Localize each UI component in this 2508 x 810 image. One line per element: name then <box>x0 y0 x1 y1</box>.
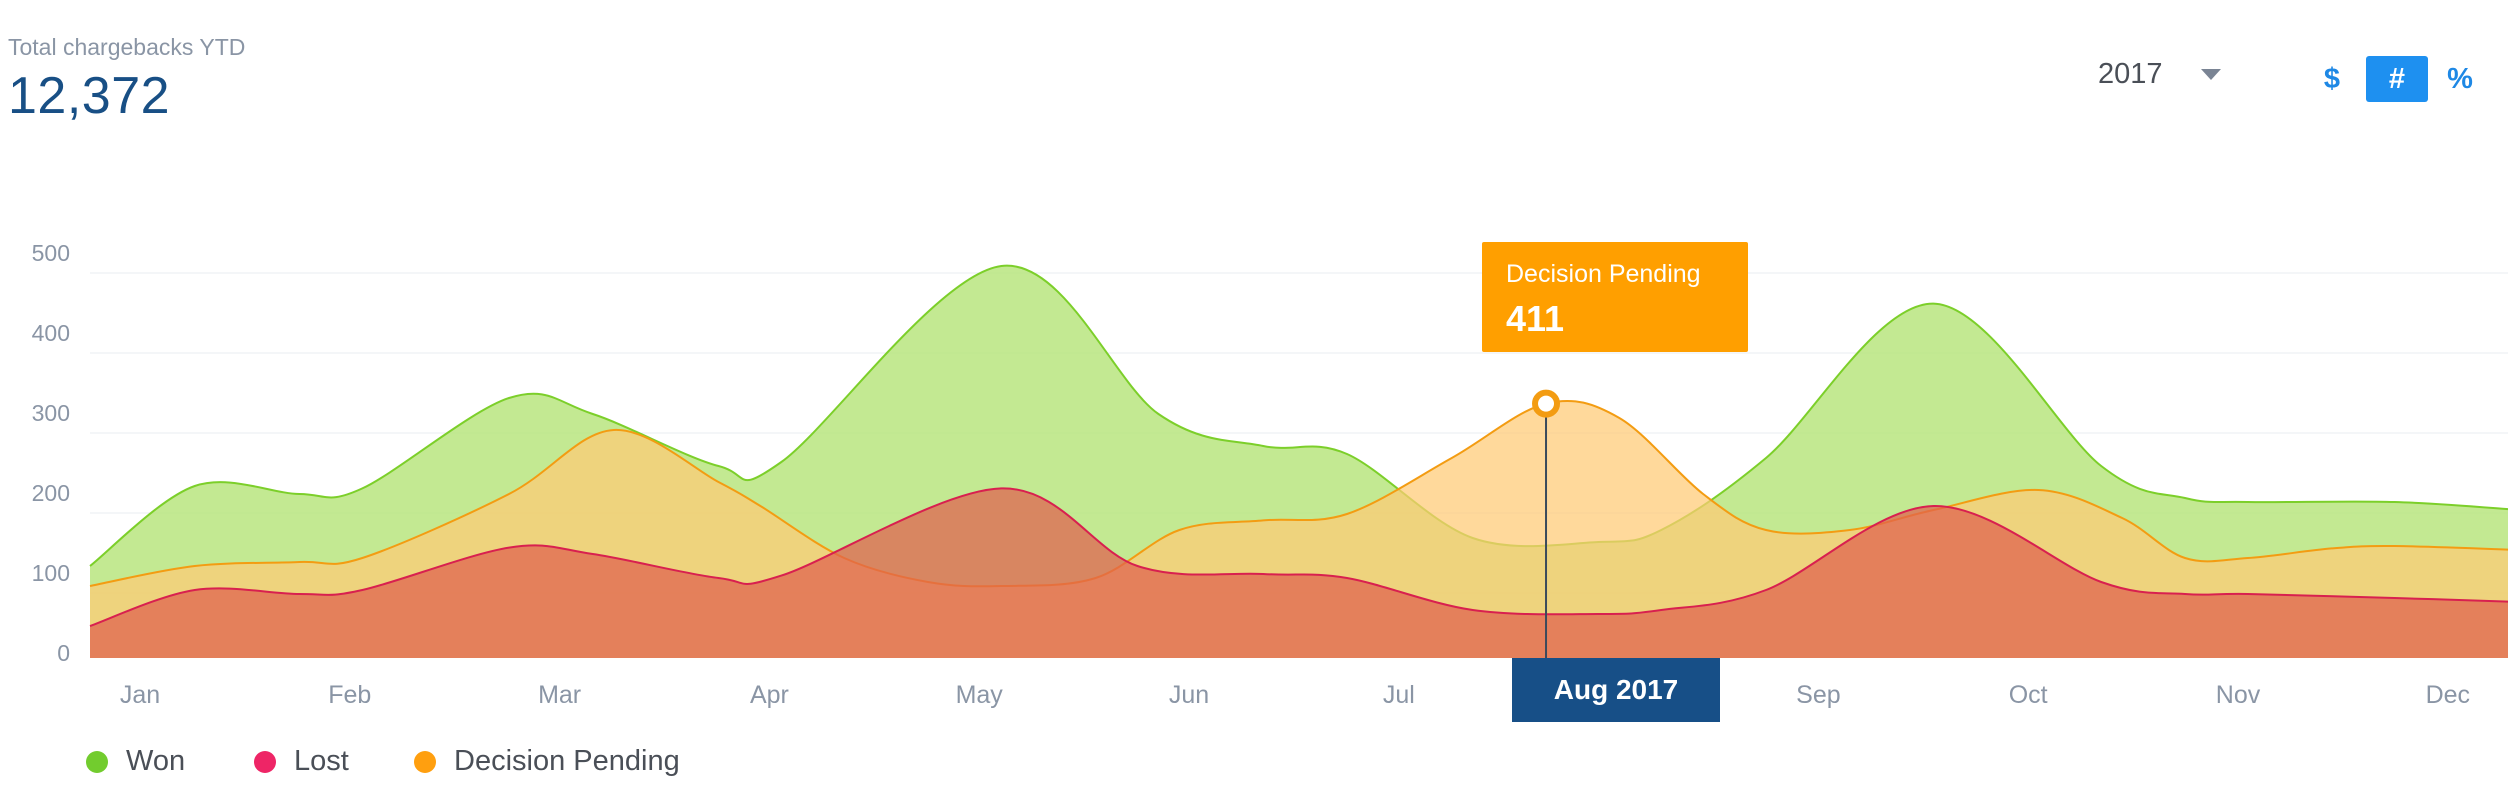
y-tick-label: 500 <box>32 240 70 266</box>
x-tick-label: Dec <box>2426 681 2470 709</box>
year-value: 2017 <box>2098 58 2163 90</box>
legend-item-lost[interactable]: Lost <box>254 745 349 778</box>
legend-lost-marker <box>254 750 276 773</box>
x-tick-label: Jun <box>1169 681 1209 709</box>
y-tick-label: 100 <box>32 560 70 586</box>
x-tick-label: Feb <box>328 681 371 709</box>
y-tick-label: 200 <box>32 480 70 506</box>
series-lost-area <box>90 488 2508 658</box>
x-tick-label: Jan <box>120 681 160 709</box>
highlight-point <box>1532 389 1561 418</box>
y-tick-label: 300 <box>32 400 70 426</box>
x-tick-label: Sep <box>1796 681 1840 709</box>
x-tick-label: May <box>956 681 1004 709</box>
x-tick-label: Jul <box>1383 681 1415 709</box>
x-tick-label: Nov <box>2216 681 2261 709</box>
x-tick-label: Apr <box>750 681 789 709</box>
legend-pending-label: Decision Pending <box>454 745 680 777</box>
tooltip-value: 411 <box>1506 298 1565 339</box>
legend-item-won[interactable]: Won <box>86 745 185 778</box>
legend-item-decision-pending[interactable]: Decision Pending <box>414 745 680 778</box>
x-axis-highlight-label: Aug 2017 <box>1512 658 1720 722</box>
x-tick-label: Mar <box>538 681 581 709</box>
kpi-value: 12,372 <box>8 67 171 125</box>
legend-pending-marker <box>414 750 436 773</box>
series-lost-line <box>89 487 2508 627</box>
year-dropdown[interactable]: 2017 <box>2098 58 2221 91</box>
legend-won-label: Won <box>126 745 186 777</box>
tooltip-series-label: Decision Pending <box>1506 260 1701 288</box>
y-tick-label: 0 <box>57 640 70 666</box>
chevron-down-icon <box>2200 69 2221 80</box>
series-decision-pending-line <box>89 399 2508 588</box>
mode-percent-button[interactable]: % <box>2447 63 2473 95</box>
kpi-label: Total chargebacks YTD <box>8 34 246 60</box>
chart-tooltip: Decision Pending 411 <box>1482 242 1748 352</box>
mode-currency-button[interactable]: $ <box>2323 63 2341 95</box>
legend-won-marker <box>86 750 108 773</box>
mode-count-button[interactable]: # <box>2366 56 2428 102</box>
x-tick-label: Oct <box>2009 681 2048 709</box>
series-won-line <box>89 264 2508 567</box>
y-tick-label: 400 <box>32 320 70 346</box>
legend-lost-label: Lost <box>294 745 349 777</box>
